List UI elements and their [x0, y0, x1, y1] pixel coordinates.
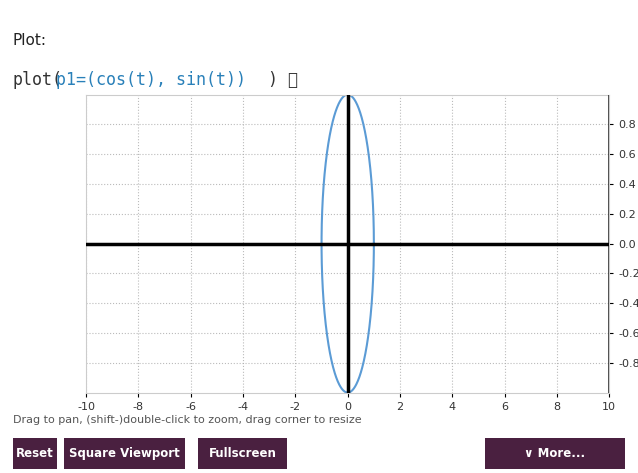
Text: ∨ More...: ∨ More... — [524, 447, 586, 460]
FancyBboxPatch shape — [485, 438, 625, 469]
Text: p1=(cos(t), sin(t)): p1=(cos(t), sin(t)) — [56, 71, 246, 89]
FancyBboxPatch shape — [198, 438, 287, 469]
Text: Fullscreen: Fullscreen — [209, 447, 276, 460]
Text: Square Viewport: Square Viewport — [69, 447, 180, 460]
Text: ) 👁: ) 👁 — [268, 71, 298, 89]
Text: plot(: plot( — [13, 71, 63, 89]
Text: Drag to pan, (shift-)double-click to zoom, drag corner to resize: Drag to pan, (shift-)double-click to zoo… — [13, 415, 361, 425]
Text: Plot:: Plot: — [13, 33, 47, 48]
FancyBboxPatch shape — [13, 438, 57, 469]
Text: Reset: Reset — [16, 447, 54, 460]
FancyBboxPatch shape — [64, 438, 185, 469]
